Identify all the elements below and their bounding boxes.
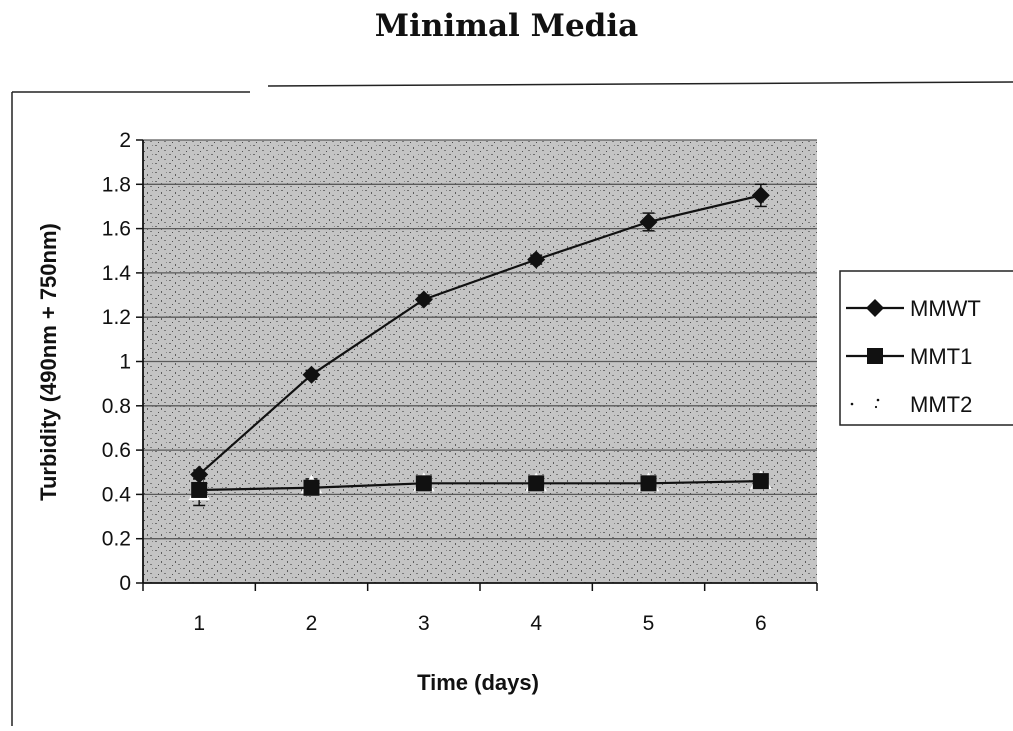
data-point (416, 475, 432, 491)
data-point (641, 475, 657, 491)
legend-label: MMT1 (910, 344, 972, 369)
x-axis-ticks: 1 2 3 4 5 6 (143, 583, 817, 635)
x-tick-label: 2 (306, 612, 318, 635)
y-tick-label: 1 (119, 351, 131, 374)
data-point (753, 473, 769, 489)
legend-label: MMT2 (910, 392, 972, 417)
legend: MMWT MMT1 MMT2 (840, 271, 1013, 425)
y-tick-label: 2 (119, 129, 131, 152)
y-tick-label: 0.2 (102, 528, 131, 551)
x-tick-label: 6 (755, 612, 767, 635)
frame-top-right (268, 82, 1013, 86)
data-point (528, 475, 544, 491)
x-axis-title: Time (days) (417, 670, 539, 695)
y-tick-label: 1.4 (102, 262, 132, 285)
y-tick-label: 0.6 (102, 439, 131, 462)
data-point (304, 480, 320, 496)
legend-swatch-marker (867, 348, 883, 364)
y-tick-label: 1.2 (102, 306, 131, 329)
y-tick-label: 0.4 (102, 483, 132, 506)
x-tick-label: 1 (193, 612, 205, 635)
y-tick-label: 1.8 (102, 173, 131, 196)
legend-swatch (877, 399, 880, 402)
x-tick-label: 5 (643, 612, 655, 635)
legend-swatch (875, 406, 877, 408)
legend-swatch (851, 403, 854, 406)
y-axis-title: Turbidity (490nm + 750nm) (36, 223, 61, 501)
y-axis-ticks: 0 0.2 0.4 0.6 0.8 1 1.2 1.4 1.6 1.8 2 (102, 129, 143, 595)
x-tick-label: 4 (530, 612, 542, 635)
y-tick-label: 1.6 (102, 218, 131, 241)
y-tick-label: 0 (119, 572, 131, 595)
legend-label: MMWT (910, 296, 981, 321)
y-tick-label: 0.8 (102, 395, 131, 418)
data-point (191, 482, 207, 498)
x-tick-label: 3 (418, 612, 430, 635)
